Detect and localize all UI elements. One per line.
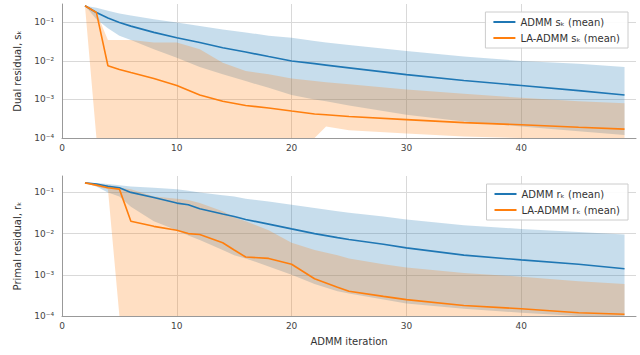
svg-text:Dual residual, sₖ: Dual residual, sₖ	[12, 30, 23, 112]
svg-text:40: 40	[515, 321, 527, 331]
svg-text:10: 10	[171, 143, 183, 153]
svg-text:LA-ADMM sₖ (mean): LA-ADMM sₖ (mean)	[520, 33, 620, 44]
svg-text:10⁻¹: 10⁻¹	[34, 187, 54, 197]
svg-text:30: 30	[401, 143, 413, 153]
svg-text:20: 20	[286, 321, 298, 331]
svg-text:30: 30	[401, 321, 413, 331]
svg-text:0: 0	[59, 143, 65, 153]
svg-text:ADMM rₖ (mean): ADMM rₖ (mean)	[522, 189, 605, 200]
svg-text:40: 40	[515, 143, 527, 153]
svg-text:10⁻¹: 10⁻¹	[34, 17, 54, 27]
svg-text:ADMM sₖ (mean): ADMM sₖ (mean)	[520, 17, 604, 28]
svg-text:10⁻²: 10⁻²	[34, 56, 54, 66]
svg-text:ADMM iteration: ADMM iteration	[310, 336, 387, 347]
svg-text:Primal residual, rₖ: Primal residual, rₖ	[12, 202, 23, 291]
svg-text:10⁻⁴: 10⁻⁴	[34, 133, 54, 143]
svg-text:10⁻²: 10⁻²	[34, 229, 54, 239]
svg-text:10: 10	[171, 321, 183, 331]
svg-text:LA-ADMM rₖ (mean): LA-ADMM rₖ (mean)	[522, 205, 621, 216]
svg-text:10⁻³: 10⁻³	[34, 94, 54, 104]
svg-text:10⁻³: 10⁻³	[34, 270, 54, 280]
svg-text:10⁻⁴: 10⁻⁴	[34, 311, 54, 321]
svg-text:20: 20	[286, 143, 298, 153]
svg-text:0: 0	[59, 321, 65, 331]
